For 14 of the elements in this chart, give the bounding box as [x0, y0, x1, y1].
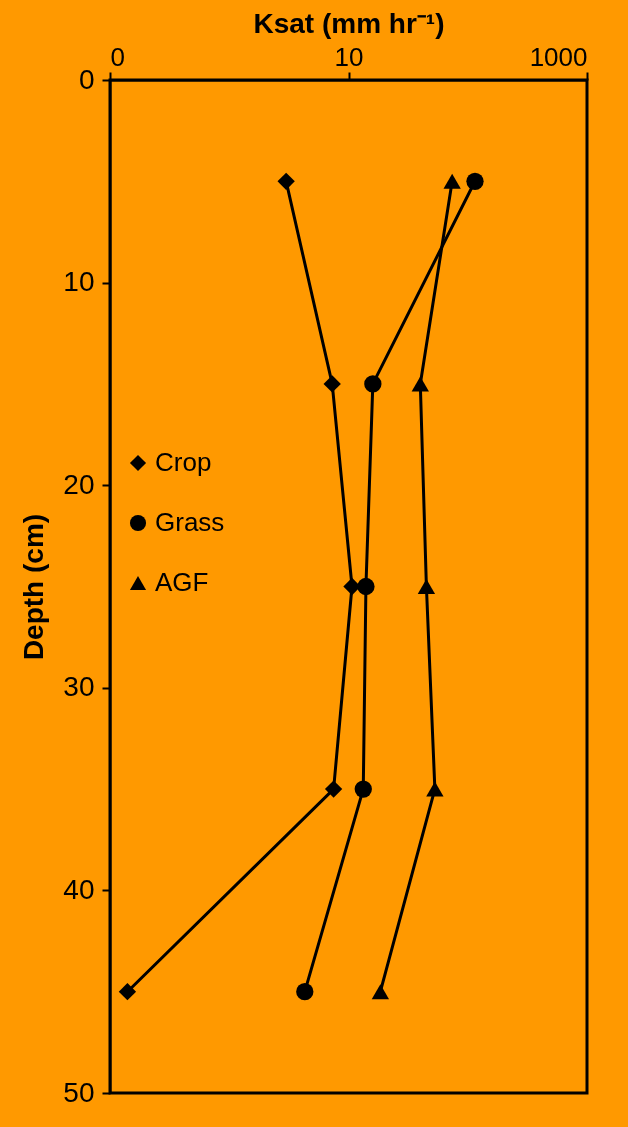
y-tick-label: 40 — [63, 873, 95, 905]
x-tick-label: 0 — [110, 41, 125, 72]
y-tick-label: 10 — [63, 266, 95, 298]
y-axis-title: Depth (cm) — [18, 513, 50, 661]
legend-label: Crop — [155, 447, 212, 477]
x-axis-title: Ksat (mm hr⁻¹) — [253, 7, 445, 39]
x-tick-label: 10 — [334, 41, 364, 72]
y-tick-label: 50 — [63, 1076, 95, 1108]
y-tick-label: 0 — [78, 63, 95, 95]
y-tick-label: 20 — [63, 468, 95, 500]
legend-label: AGF — [155, 567, 209, 597]
x-tick-label: 1000 — [529, 41, 588, 72]
legend-label: Grass — [155, 507, 225, 537]
y-tick-label: 30 — [63, 671, 95, 703]
